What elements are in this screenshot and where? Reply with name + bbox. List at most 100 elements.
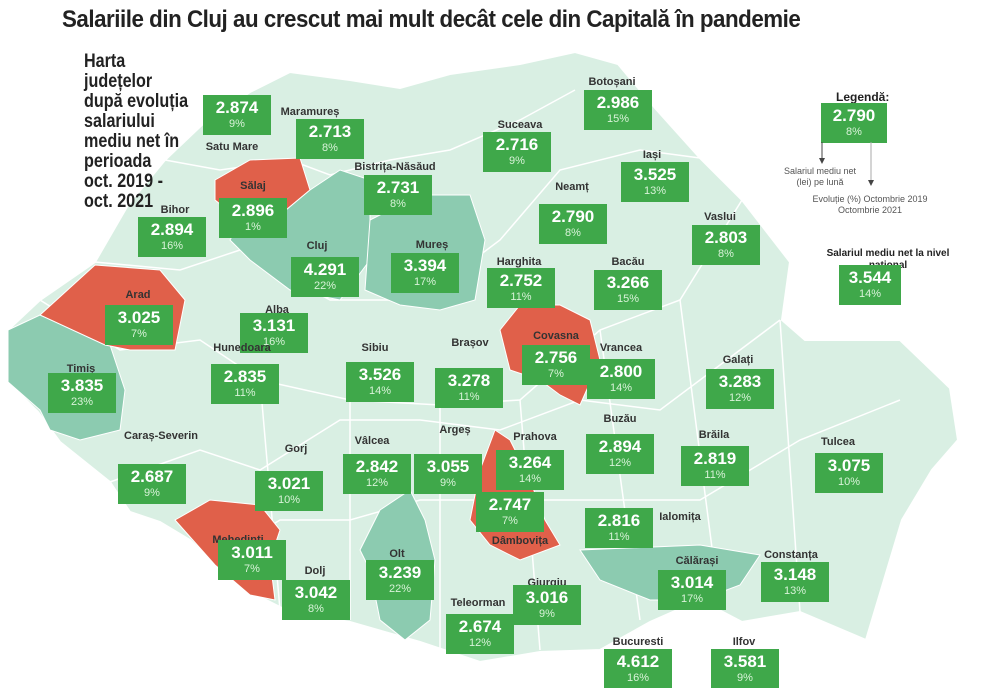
county-name-ilfov: Ilfov	[732, 636, 756, 648]
county-salary-box-covasna: 2.756 7%	[522, 345, 590, 385]
county-salary-box-braila: 2.819 11%	[681, 446, 749, 486]
county-name-ialomita: Ialomița	[659, 511, 701, 523]
county-name-mures: Mureș	[415, 239, 449, 251]
county-name-neamt: Neamț	[555, 181, 589, 193]
county-salary-box-constanta: 3.148 13%	[761, 562, 829, 602]
salary-change: 16%	[626, 672, 650, 684]
legend-arrows	[819, 142, 874, 186]
county-name-hunedoara: Hunedoara	[213, 342, 271, 354]
salary-value: 2.835	[223, 367, 267, 386]
salary-change: 11%	[458, 391, 480, 403]
county-salary-box-neamt: 2.790 8%	[539, 204, 607, 244]
salary-change: 1%	[245, 221, 261, 233]
salary-change: 11%	[510, 291, 532, 303]
county-name-salaj: Sălaj	[240, 180, 266, 192]
salary-change: 10%	[277, 494, 301, 506]
county-name-dambovita: Dâmbovița	[491, 535, 549, 547]
county-salary-box-sibiu: 3.526 14%	[346, 362, 414, 402]
salary-change: 12%	[468, 637, 492, 649]
salary-value: 2.894	[150, 220, 194, 239]
salary-change: 8%	[390, 198, 406, 210]
legend-title: Legendă:	[836, 90, 890, 104]
county-salary-box-brasov: 3.278 11%	[435, 368, 503, 408]
county-salary-box-iasi: 3.525 13%	[621, 162, 689, 202]
salary-value: 2.816	[597, 511, 641, 530]
county-salary-box-bacau: 3.266 15%	[594, 270, 662, 310]
county-salary-box-valcea: 2.842 12%	[343, 454, 411, 494]
county-name-teleorman: Teleorman	[450, 597, 506, 609]
salary-value: 3.239	[378, 563, 422, 582]
county-name-calarasi: Călărași	[675, 555, 719, 567]
county-name-timis: Timiș	[66, 363, 96, 375]
county-name-suceava: Suceava	[497, 119, 543, 131]
county-salary-box-vrancea: 2.800 14%	[587, 359, 655, 399]
county-name-gorj: Gorj	[284, 443, 308, 455]
legend-change-note: Evoluție (%) Octombrie 2019 Octombrie 20…	[812, 194, 928, 215]
salary-value: 2.894	[598, 437, 642, 456]
salary-change: 11%	[608, 531, 630, 543]
county-name-maramures: Maramureș	[280, 106, 340, 118]
salary-change: 8%	[322, 142, 338, 154]
national-change: 14%	[858, 288, 882, 300]
salary-change: 11%	[234, 387, 256, 399]
salary-value: 4.291	[303, 260, 347, 279]
salary-change: 9%	[539, 608, 555, 620]
salary-change: 7%	[244, 563, 260, 575]
county-salary-box-calarasi: 3.014 17%	[658, 570, 726, 610]
salary-value: 2.752	[499, 271, 543, 290]
salary-value: 3.148	[773, 565, 817, 584]
salary-value: 3.264	[508, 453, 552, 472]
salary-value: 3.581	[723, 652, 767, 671]
salary-value: 2.747	[488, 495, 532, 514]
salary-value: 3.278	[447, 371, 491, 390]
county-name-prahova: Prahova	[513, 431, 557, 443]
county-name-bihor: Bihor	[160, 204, 190, 216]
county-salary-box-ialomita: 2.816 11%	[585, 508, 653, 548]
county-salary-box-hunedoara: 2.835 11%	[211, 364, 279, 404]
county-salary-box-arad: 3.025 7%	[105, 305, 173, 345]
county-name-arad: Arad	[125, 289, 151, 301]
county-salary-box-caras-severin: 2.687 9%	[118, 464, 186, 504]
county-name-bucuresti: Bucuresti	[612, 636, 664, 648]
salary-value: 2.713	[308, 122, 352, 141]
county-salary-box-timis: 3.835 23%	[48, 373, 116, 413]
salary-change: 10%	[837, 476, 861, 488]
salary-value: 3.016	[525, 588, 569, 607]
county-salary-box-prahova: 3.264 14%	[496, 450, 564, 490]
county-name-arges: Argeș	[439, 424, 471, 436]
county-name-tulcea: Tulcea	[820, 436, 856, 448]
county-name-constanta: Constanța	[764, 549, 818, 561]
county-name-buzau: Buzău	[603, 413, 637, 425]
county-salary-box-satu-mare: 2.874 9%	[203, 95, 271, 135]
county-name-cluj: Cluj	[306, 240, 328, 252]
county-name-olt: Olt	[389, 548, 405, 560]
map-subtitle: Harta județelor după evoluția salariului…	[84, 51, 189, 212]
county-name-vaslui: Vaslui	[704, 211, 736, 223]
county-name-vrancea: Vrancea	[599, 342, 643, 354]
salary-change: 12%	[728, 392, 752, 404]
salary-value: 2.756	[534, 348, 578, 367]
salary-value: 2.800	[599, 362, 643, 381]
county-name-bacau: Bacău	[611, 256, 645, 268]
legend-sample-change: 8%	[846, 126, 862, 138]
salary-value: 2.896	[231, 201, 275, 220]
salary-value: 3.283	[718, 372, 762, 391]
salary-change: 8%	[718, 248, 734, 260]
county-salary-box-bistrita-nasaud: 2.731 8%	[364, 175, 432, 215]
salary-change: 17%	[680, 593, 704, 605]
county-salary-box-vaslui: 2.803 8%	[692, 225, 760, 265]
salary-change: 8%	[565, 227, 581, 239]
county-salary-box-gorj: 3.021 10%	[255, 471, 323, 511]
salary-value: 2.674	[458, 617, 502, 636]
page-title: Salariile din Cluj au crescut mai mult d…	[62, 6, 801, 33]
county-name-dolj: Dolj	[304, 565, 326, 577]
salary-value: 3.131	[252, 316, 296, 335]
legend-sample-box: 2.790 8%	[821, 103, 887, 143]
county-salary-box-olt: 3.239 22%	[366, 560, 434, 600]
salary-change: 9%	[737, 672, 753, 684]
salary-value: 2.803	[704, 228, 748, 247]
salary-value: 2.874	[215, 98, 259, 117]
county-salary-box-bucuresti: 4.612 16%	[604, 649, 672, 688]
salary-change: 11%	[704, 469, 726, 481]
